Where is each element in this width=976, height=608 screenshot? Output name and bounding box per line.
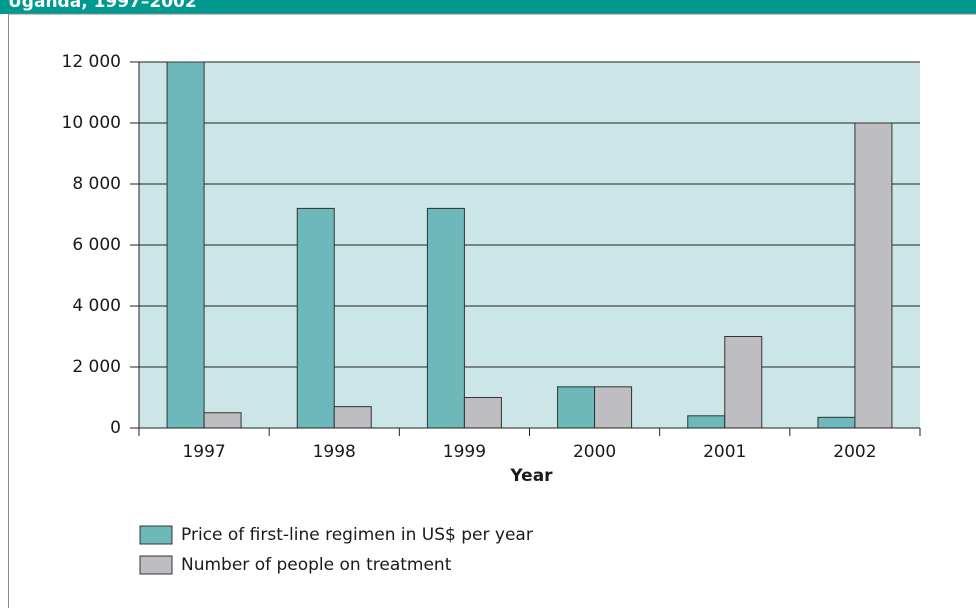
bar bbox=[687, 415, 726, 429]
legend-swatch bbox=[139, 525, 173, 545]
x-tick-label: 2000 bbox=[573, 442, 616, 462]
bar bbox=[463, 397, 502, 429]
x-tick-label: 1997 bbox=[182, 442, 225, 462]
x-axis-label: Year bbox=[509, 466, 553, 486]
y-tick-label: 10 000 bbox=[62, 113, 121, 133]
bar bbox=[817, 416, 856, 429]
bar bbox=[296, 207, 335, 429]
bar bbox=[724, 336, 763, 429]
x-tick-label: 2001 bbox=[703, 442, 746, 462]
bar bbox=[557, 386, 596, 429]
bar bbox=[594, 386, 633, 429]
legend-label: Number of people on treatment bbox=[181, 555, 452, 575]
bar bbox=[166, 61, 205, 429]
bar bbox=[854, 122, 893, 429]
legend-swatch bbox=[139, 555, 173, 575]
header-band bbox=[0, 0, 976, 14]
chart-title: Uganda, 1997–2002 bbox=[8, 0, 197, 12]
frame bbox=[8, 13, 976, 608]
x-tick-label: 1999 bbox=[443, 442, 486, 462]
y-tick-label: 4 000 bbox=[72, 296, 121, 316]
y-tick-label: 2 000 bbox=[72, 357, 121, 377]
y-tick-label: 8 000 bbox=[72, 174, 121, 194]
x-tick-label: 2002 bbox=[833, 442, 876, 462]
y-tick-label: 0 bbox=[110, 418, 121, 438]
y-tick-label: 12 000 bbox=[62, 52, 121, 72]
bar bbox=[333, 406, 372, 429]
bar bbox=[203, 412, 242, 429]
bar bbox=[426, 207, 465, 429]
legend-label: Price of first-line regimen in US$ per y… bbox=[181, 525, 533, 545]
x-tick-label: 1998 bbox=[313, 442, 356, 462]
y-tick-label: 6 000 bbox=[72, 235, 121, 255]
